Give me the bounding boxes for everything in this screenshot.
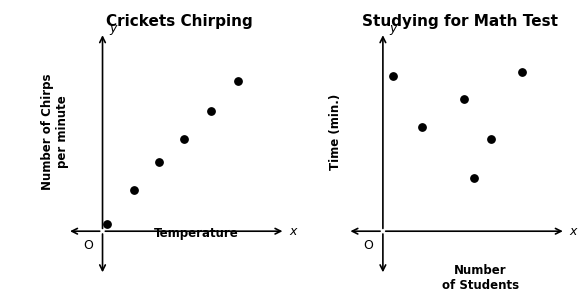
Text: Number of Chirps
per minute: Number of Chirps per minute (41, 73, 69, 190)
Text: y: y (390, 22, 397, 35)
Point (389, 74, 398, 79)
Text: Temperature: Temperature (153, 227, 238, 240)
Text: x: x (289, 225, 297, 238)
Point (102, 222, 112, 227)
Text: O: O (364, 239, 373, 251)
Title: Studying for Math Test: Studying for Math Test (362, 14, 558, 29)
Text: O: O (83, 239, 93, 251)
Point (154, 160, 163, 164)
Title: Crickets Chirping: Crickets Chirping (106, 14, 253, 29)
Point (486, 136, 496, 141)
Text: Time (min.): Time (min.) (329, 94, 342, 170)
Point (179, 136, 188, 141)
Text: x: x (570, 225, 577, 238)
Point (469, 176, 479, 180)
Point (206, 109, 215, 113)
Point (518, 69, 527, 74)
Point (459, 97, 468, 102)
Point (418, 125, 427, 129)
Point (129, 187, 138, 192)
Text: y: y (109, 22, 117, 35)
Point (233, 79, 242, 83)
Text: Number
of Students: Number of Students (442, 264, 519, 289)
